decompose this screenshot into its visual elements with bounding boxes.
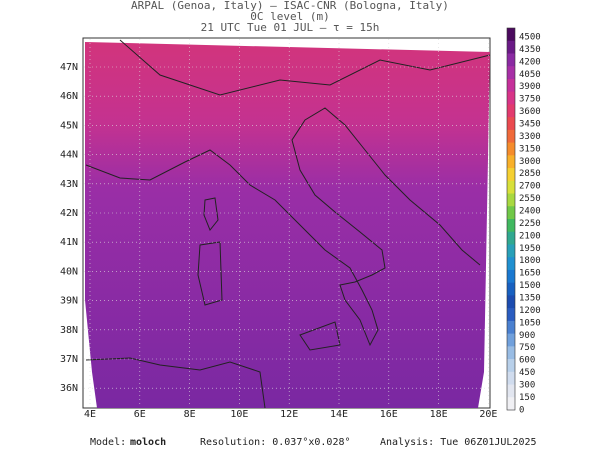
colorbar-swatch — [507, 282, 515, 296]
colorbar-label: 1350 — [519, 293, 541, 303]
colorbar-swatch — [507, 66, 515, 80]
colorbar-swatch — [507, 269, 515, 284]
colorbar-swatch — [507, 28, 515, 42]
model-name: moloch — [130, 437, 166, 448]
colorbar-label: 2850 — [519, 169, 541, 179]
colorbar-swatch — [507, 231, 515, 245]
latitude-label: 39N — [60, 296, 78, 307]
colorbar-swatch — [507, 40, 515, 54]
colorbar-swatch — [507, 53, 515, 67]
colorbar-label: 600 — [519, 356, 535, 366]
colorbar-swatch — [507, 371, 515, 386]
latitude-label: 45N — [60, 120, 78, 131]
colorbar-label: 3450 — [519, 119, 541, 129]
longitude-label: 18E — [430, 409, 448, 420]
longitude-label: 8E — [184, 409, 196, 420]
title: ARPAL (Genoa, Italy) – ISAC-CNR (Bologna… — [131, 0, 449, 12]
colorbar-swatch — [507, 320, 515, 335]
longitude-label: 4E — [84, 409, 96, 420]
analysis: Analysis: Tue 06Z01JUL2025 — [380, 437, 537, 448]
colorbar-label: 3900 — [519, 82, 541, 92]
longitude-label: 14E — [330, 409, 348, 420]
longitude-label: 6E — [134, 409, 146, 420]
colorbar-swatch — [507, 244, 515, 258]
colorbar-swatch — [507, 180, 515, 195]
colorbar-swatch — [507, 219, 515, 233]
latitude-label: 40N — [60, 266, 78, 277]
latitude-label: 47N — [60, 62, 78, 73]
colorbar-label: 3750 — [519, 95, 541, 105]
latitude-label: 41N — [60, 237, 78, 248]
latitude-label: 37N — [60, 354, 78, 365]
colorbar-swatch — [507, 346, 515, 360]
colorbar-label: 900 — [519, 331, 535, 341]
field — [85, 42, 490, 408]
latitude-label: 46N — [60, 91, 78, 102]
colorbar-label: 0 — [519, 405, 524, 415]
colorbar-swatch — [507, 193, 515, 207]
colorbar-label: 1650 — [519, 269, 541, 279]
colorbar-swatch — [507, 257, 515, 271]
colorbar-label: 1500 — [519, 281, 541, 291]
subtitle: 0C level (m) — [250, 10, 329, 23]
colorbar-swatch — [507, 78, 515, 93]
longitude-label: 20E — [479, 409, 497, 420]
colorbar-swatch — [507, 155, 515, 169]
colorbar-label: 750 — [519, 343, 535, 353]
colorbar-label: 4350 — [519, 45, 541, 55]
colorbar-frame — [506, 27, 516, 411]
colorbar-swatch — [507, 142, 515, 156]
colorbar-label: 300 — [519, 380, 535, 390]
colorbar-swatch — [507, 129, 515, 144]
latitude-label: 43N — [60, 179, 78, 190]
colorbar-label: 150 — [519, 393, 535, 403]
colorbar-swatch — [507, 117, 515, 131]
colorbar-swatch — [507, 104, 515, 118]
colorbar-label: 3600 — [519, 107, 541, 117]
graticule — [84, 39, 489, 407]
colorbar-swatch — [507, 333, 515, 347]
latitude-label: 36N — [60, 383, 78, 394]
colorbar-label: 4200 — [519, 57, 541, 67]
colorbar-label: 4500 — [519, 33, 541, 43]
longitude-label: 12E — [280, 409, 298, 420]
colorbar-label: 1200 — [519, 306, 541, 316]
longitude-label: 16E — [380, 409, 398, 420]
colorbar-label: 2100 — [519, 231, 541, 241]
colorbar-swatch — [507, 359, 515, 373]
colorbar-label: 3300 — [519, 132, 541, 142]
colorbar-label: 450 — [519, 368, 535, 378]
colorbar-swatch — [507, 206, 515, 220]
colorbar-label: 2550 — [519, 194, 541, 204]
latitude-label: 44N — [60, 150, 78, 161]
colorbar-swatch — [507, 168, 515, 182]
colorbar-label: 2700 — [519, 182, 541, 192]
resolution: Resolution: 0.037°x0.028° — [200, 437, 351, 448]
colorbar-label: 2400 — [519, 206, 541, 216]
colorbar-label: 3000 — [519, 157, 541, 167]
colorbar-swatch — [507, 91, 515, 105]
latitude-label: 42N — [60, 208, 78, 219]
longitude-label: 10E — [230, 409, 248, 420]
colorbar-swatch — [507, 397, 515, 411]
latitude-label: 38N — [60, 325, 78, 336]
colorbar-label: 3150 — [519, 144, 541, 154]
colorbar-label: 1800 — [519, 256, 541, 266]
colorbar-swatch — [507, 384, 515, 398]
model-label: Model: — [90, 437, 126, 448]
colorbar-swatch — [507, 308, 515, 322]
colorbar-swatch — [507, 295, 515, 309]
colorbar-label: 2250 — [519, 219, 541, 229]
colorbar-label: 1950 — [519, 244, 541, 254]
valid-time: 21 UTC Tue 01 JUL – τ = 15h — [201, 21, 380, 34]
coastlines — [85, 39, 491, 409]
colorbar-label: 1050 — [519, 318, 541, 328]
colorbar-label: 4050 — [519, 70, 541, 80]
